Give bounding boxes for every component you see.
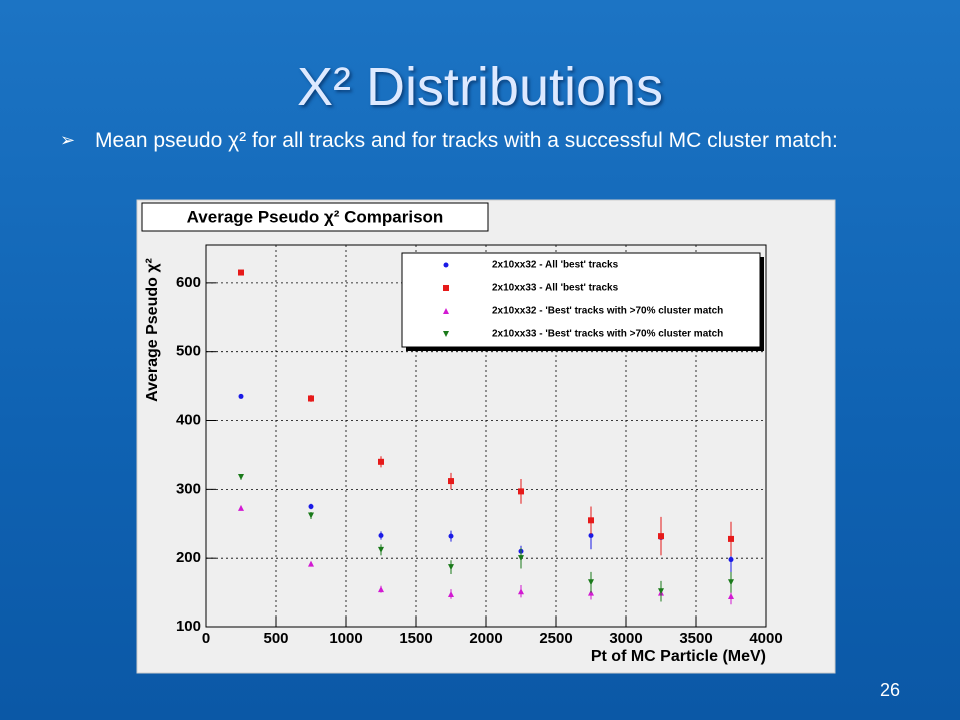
x-tick-label: 1000: [329, 630, 362, 647]
legend-marker: [443, 331, 449, 337]
point: [378, 546, 384, 553]
point: [308, 504, 314, 510]
point: [658, 533, 664, 540]
x-tick-label: 0: [202, 630, 210, 647]
point: [308, 512, 314, 519]
x-tick-label: 1500: [399, 630, 432, 647]
x-tick-label: 3000: [609, 630, 642, 647]
point: [658, 588, 664, 595]
x-tick-label: 2000: [469, 630, 502, 647]
y-tick-label: 600: [176, 274, 201, 291]
point: [518, 488, 524, 495]
point: [588, 517, 594, 524]
point: [238, 473, 244, 480]
point: [238, 269, 244, 276]
point: [588, 579, 594, 586]
legend-marker: [443, 285, 449, 291]
point: [728, 593, 734, 600]
point: [448, 590, 454, 597]
point: [448, 533, 454, 539]
y-axis-label: Average Pseudo χ²: [144, 258, 161, 402]
legend-label: 2x10xx33 - All 'best' tracks: [492, 283, 619, 294]
y-tick-label: 300: [176, 480, 201, 497]
x-tick-label: 4000: [749, 630, 782, 647]
y-tick-label: 500: [176, 343, 201, 360]
point: [728, 557, 734, 563]
x-tick-label: 3500: [679, 630, 712, 647]
point: [238, 504, 244, 511]
point: [588, 532, 594, 538]
chart-title: Average Pseudo χ² Comparison: [187, 207, 444, 226]
legend-label: 2x10xx33 - 'Best' tracks with >70% clust…: [492, 329, 723, 340]
bullet-text: Mean pseudo χ² for all tracks and for tr…: [95, 129, 838, 152]
point: [728, 579, 734, 586]
x-tick-label: 500: [263, 630, 288, 647]
slide-title: X² Distributions: [296, 57, 664, 117]
title-box: [141, 202, 489, 232]
point: [308, 395, 314, 402]
x-tick-label: 2500: [539, 630, 572, 647]
legend-marker: [443, 308, 449, 314]
legend-label: 2x10xx32 - 'Best' tracks with >70% clust…: [492, 306, 723, 317]
point: [518, 555, 524, 562]
point: [728, 535, 734, 542]
point: [448, 478, 454, 485]
point: [378, 586, 384, 593]
y-tick-label: 400: [176, 411, 201, 428]
x-axis-label: Pt of MC Particle (MeV): [591, 648, 766, 665]
point: [378, 532, 384, 538]
legend-box: [401, 252, 761, 348]
point: [518, 588, 524, 595]
legend-label: 2x10xx32 - All 'best' tracks: [492, 260, 619, 271]
bullet-icon: ➢: [60, 130, 76, 150]
page-number: 26: [880, 680, 901, 700]
legend-marker: [443, 262, 449, 268]
point: [308, 560, 314, 567]
y-tick-label: 200: [176, 549, 201, 566]
point: [378, 458, 384, 465]
y-tick-label: 100: [176, 618, 201, 635]
point: [238, 393, 244, 399]
point: [448, 564, 454, 571]
